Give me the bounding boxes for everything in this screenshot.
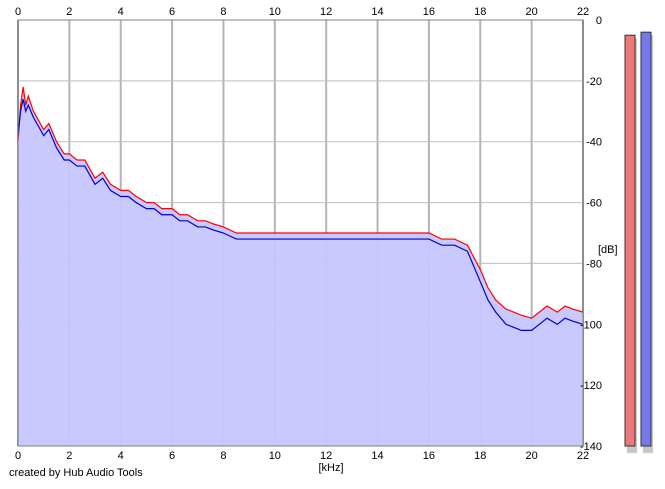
x-tick-label: 22 xyxy=(577,6,589,18)
y-tick-label: -20 xyxy=(586,76,602,88)
level-meter-bar xyxy=(624,34,636,447)
x-tick-label: 22 xyxy=(577,450,589,462)
plot-border xyxy=(17,19,584,447)
x-tick-label: 10 xyxy=(269,6,281,18)
x-tick-label: 20 xyxy=(526,6,538,18)
spectrum-area xyxy=(18,86,583,446)
x-tick-label: 6 xyxy=(169,6,175,18)
x-axis-label: [kHz] xyxy=(318,462,343,474)
level-meter-bar xyxy=(640,31,652,447)
y-tick-label: -100 xyxy=(580,319,602,331)
x-tick-label: 2 xyxy=(66,6,72,18)
x-tick-label: 0 xyxy=(15,450,21,462)
x-tick-label: 8 xyxy=(220,450,226,462)
x-tick-label: 16 xyxy=(423,450,435,462)
y-axis-label: [dB] xyxy=(598,244,618,256)
x-tick-label: 8 xyxy=(220,6,226,18)
x-tick-label: 12 xyxy=(320,450,332,462)
x-tick-label: 0 xyxy=(15,6,21,18)
x-tick-label: 2 xyxy=(66,450,72,462)
x-tick-label: 4 xyxy=(118,450,124,462)
y-tick-label: -80 xyxy=(586,258,602,270)
spectrum-fill xyxy=(18,86,583,446)
y-tick-label: -140 xyxy=(580,441,602,453)
x-tick-label: 20 xyxy=(526,450,538,462)
x-tick-label: 6 xyxy=(169,450,175,462)
x-tick-label: 10 xyxy=(269,450,281,462)
x-tick-label: 12 xyxy=(320,6,332,18)
spectrum-series xyxy=(17,86,584,331)
spectrum-line xyxy=(17,86,584,319)
x-tick-label: 16 xyxy=(423,6,435,18)
y-axis-ticks: 0 -20 -40 -60 -80 -100 -120 -140 xyxy=(580,15,602,453)
x-tick-label: 18 xyxy=(474,6,486,18)
x-tick-label: 14 xyxy=(371,450,383,462)
y-tick-label: -40 xyxy=(586,137,602,149)
credit-text: created by Hub Audio Tools xyxy=(9,467,143,479)
x-tick-label: 14 xyxy=(371,6,383,18)
x-tick-label: 18 xyxy=(474,450,486,462)
spectrum-line xyxy=(17,98,584,331)
level-meters xyxy=(624,31,653,454)
x-tick-label: 4 xyxy=(118,6,124,18)
y-tick-label: -120 xyxy=(580,380,602,392)
y-tick-label: -60 xyxy=(586,198,602,210)
plot-frame xyxy=(17,19,584,447)
y-tick-label: 0 xyxy=(596,15,602,27)
